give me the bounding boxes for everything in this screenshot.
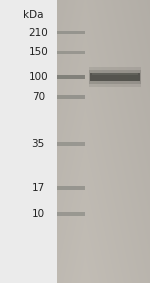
Text: 210: 210 bbox=[28, 27, 48, 38]
Text: 70: 70 bbox=[32, 92, 45, 102]
Bar bbox=[0, 0, 57, 283]
Bar bbox=[88, 67, 141, 87]
Bar bbox=[0, 0, 57, 283]
Text: 35: 35 bbox=[32, 139, 45, 149]
Bar bbox=[57, 186, 85, 190]
Bar bbox=[92, 73, 138, 75]
Bar bbox=[88, 70, 141, 84]
Bar bbox=[57, 75, 85, 79]
Text: 10: 10 bbox=[32, 209, 45, 219]
Bar bbox=[90, 73, 140, 81]
Bar bbox=[57, 50, 85, 54]
Bar bbox=[57, 142, 85, 145]
Bar bbox=[57, 95, 85, 99]
Text: 150: 150 bbox=[28, 47, 48, 57]
Text: 100: 100 bbox=[28, 72, 48, 82]
Text: 17: 17 bbox=[32, 183, 45, 193]
Text: kDa: kDa bbox=[23, 10, 43, 20]
Bar bbox=[57, 31, 85, 34]
Bar bbox=[57, 212, 85, 216]
